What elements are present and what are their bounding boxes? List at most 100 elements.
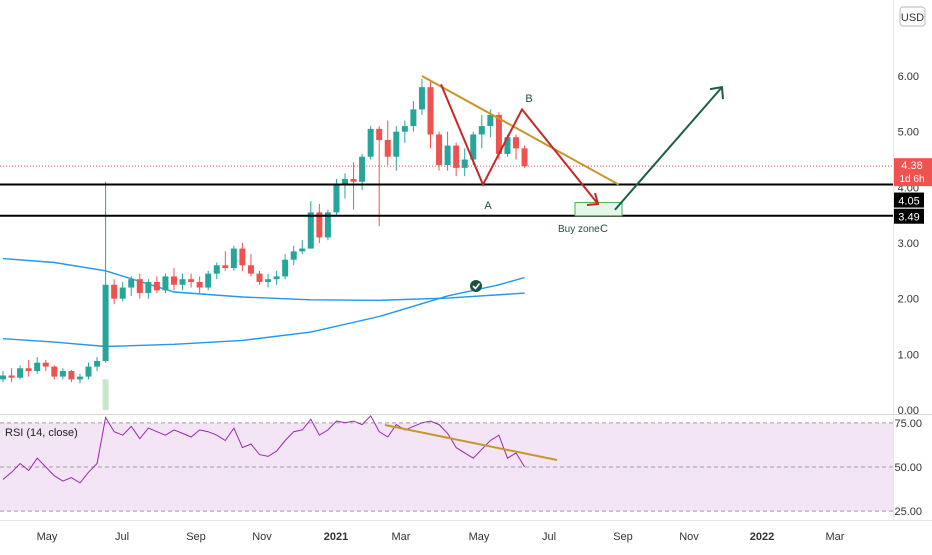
moving-average-line: [3, 278, 525, 347]
time-tick-label: 2021: [324, 531, 348, 543]
candle-body: [376, 129, 382, 140]
candle-body: [291, 251, 297, 259]
candle: [368, 126, 374, 159]
volume-bar: [103, 379, 109, 410]
last-price-value: 4.38: [901, 160, 922, 172]
candle: [128, 276, 134, 295]
time-tick-label: May: [37, 531, 58, 543]
candle: [453, 143, 459, 176]
candle-body: [479, 126, 485, 134]
rsi-indicator-label[interactable]: RSI (14, close): [5, 427, 78, 439]
candle-body: [282, 260, 288, 277]
candle: [513, 134, 519, 159]
candle: [376, 126, 382, 226]
candle-body: [180, 279, 186, 285]
descending-trendline[interactable]: [422, 76, 619, 185]
candle: [111, 279, 117, 304]
chart-svg[interactable]: USD 6.005.004.003.002.001.000.00 75.0050…: [0, 0, 932, 550]
level-value-2: 3.49: [898, 212, 919, 224]
candle: [248, 254, 254, 276]
candle: [239, 243, 245, 271]
chart-area[interactable]: USD 6.00 5.00 4.00 3.00 2.00 1.00 0.00 75.00 50…: [0, 0, 932, 550]
candle-body: [222, 265, 228, 268]
candle-body: [274, 276, 280, 279]
candle: [34, 357, 40, 374]
candle: [9, 368, 15, 382]
candle: [103, 182, 109, 363]
candle: [26, 360, 32, 377]
candle: [299, 240, 305, 254]
time-axis[interactable]: May Jul Sep Nov 2021 Mar May Jul Sep Nov 2022 Mar: [37, 531, 845, 543]
candle-body: [111, 285, 117, 299]
time-tick-label: Nov: [679, 531, 699, 543]
candle: [162, 274, 168, 293]
candle: [180, 274, 186, 291]
candle: [94, 357, 100, 371]
time-tick-label: Sep: [613, 531, 633, 543]
candle-body: [26, 368, 32, 371]
candle-body: [231, 249, 237, 268]
candle: [154, 276, 160, 293]
candle: [274, 271, 280, 285]
price-tick-label: 0.00: [898, 405, 919, 417]
bar-countdown: 1d 6h: [899, 174, 924, 185]
candle-body: [239, 249, 245, 266]
candle-body: [43, 363, 49, 367]
candle: [436, 132, 442, 171]
candle-body: [368, 129, 374, 157]
candle: [188, 274, 194, 288]
candle-body: [171, 276, 177, 284]
moving-average-line: [3, 259, 525, 301]
target-arrow-line[interactable]: [615, 87, 722, 210]
candle-body: [145, 282, 151, 293]
candle-body: [351, 179, 357, 182]
candle-body: [103, 285, 109, 361]
abc-pattern-line[interactable]: [441, 84, 598, 204]
candle-body: [393, 132, 399, 157]
candle-body: [137, 279, 143, 293]
candle: [197, 276, 203, 293]
candle: [43, 360, 49, 371]
candle: [222, 251, 228, 270]
candle: [0, 371, 6, 382]
candle: [479, 115, 485, 148]
time-tick-label: Mar: [826, 531, 845, 543]
candle: [137, 274, 143, 299]
time-tick-label: Jul: [542, 531, 556, 543]
candle-body: [9, 375, 15, 377]
candle-body: [0, 375, 6, 379]
rsi-pane[interactable]: [0, 423, 893, 511]
candle: [282, 254, 288, 279]
candle: [419, 79, 425, 115]
candle: [445, 132, 451, 171]
time-tick-label: Mar: [392, 531, 411, 543]
candle-body: [77, 377, 83, 380]
candle-body: [34, 363, 40, 371]
candle-body: [402, 126, 408, 132]
price-axis[interactable]: 6.005.004.003.002.001.000.00: [898, 71, 919, 417]
candle: [522, 146, 528, 168]
candle-body: [162, 276, 168, 290]
candle: [17, 365, 23, 379]
time-tick-label: May: [469, 531, 490, 543]
candle: [308, 201, 314, 248]
candle: [86, 363, 92, 380]
candle: [351, 162, 357, 209]
last-price-badge: 4.38 1d 6h: [894, 158, 932, 186]
time-tick-label: Sep: [186, 531, 206, 543]
candle-body: [86, 367, 92, 377]
candle-body: [522, 148, 528, 166]
candle-body: [385, 140, 391, 157]
candle-body: [51, 367, 57, 377]
candle-body: [205, 274, 211, 288]
candle-body: [453, 146, 459, 168]
candle: [342, 173, 348, 198]
candle: [385, 121, 391, 166]
price-tick-label: 1.00: [898, 349, 919, 361]
moving-averages: [3, 259, 525, 347]
candle-body: [120, 288, 126, 299]
level-badge-1: 4.05: [894, 193, 924, 208]
currency-badge[interactable]: USD: [900, 7, 925, 26]
candle: [410, 101, 416, 132]
candles: [0, 79, 528, 410]
